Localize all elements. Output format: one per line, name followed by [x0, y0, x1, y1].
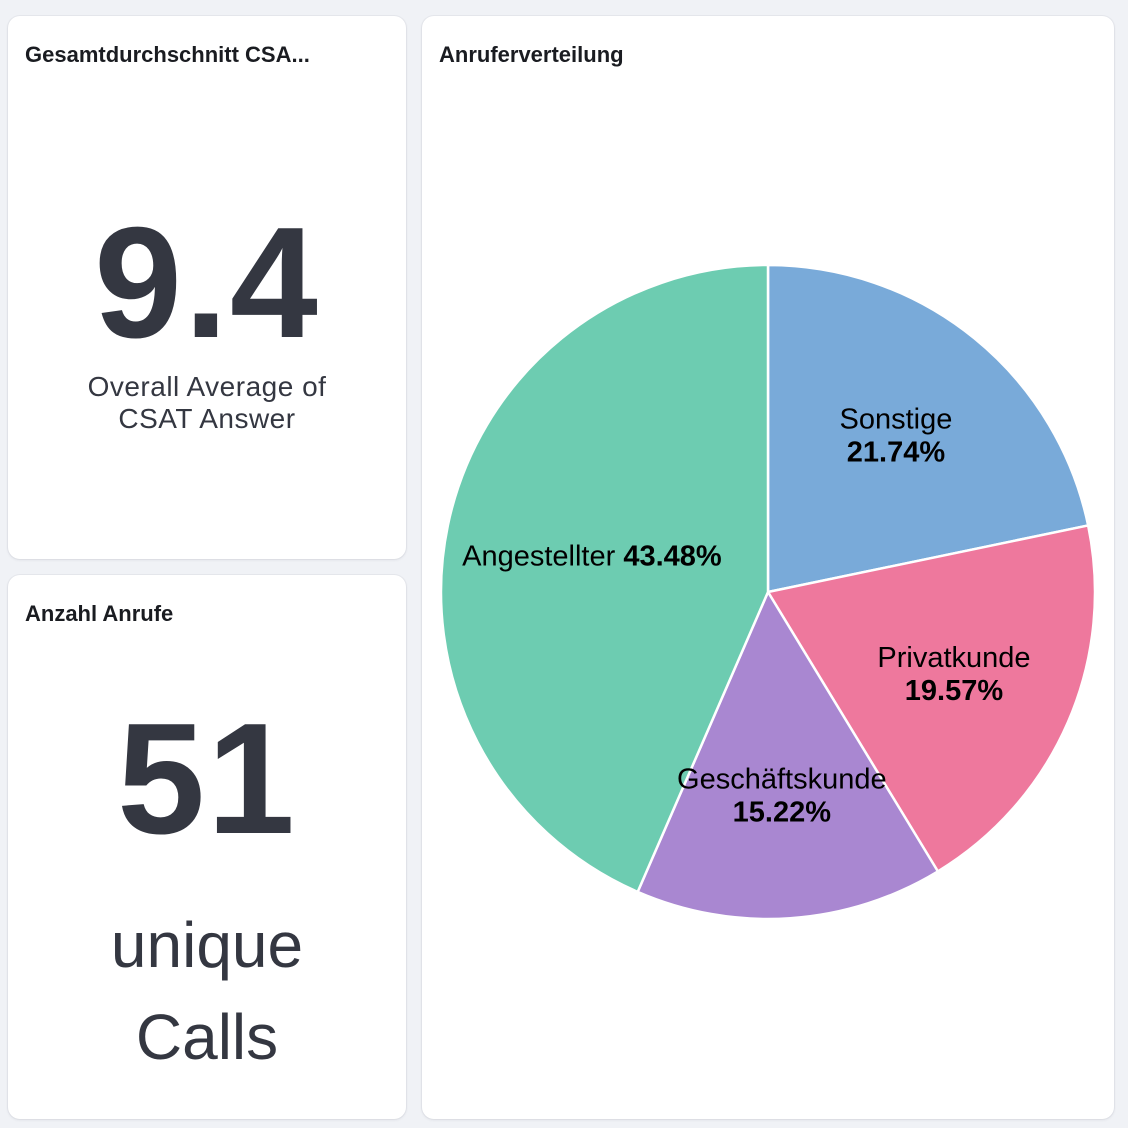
csat-caption-line1: Overall Average of [87, 371, 327, 402]
slice-label: Sonstige [840, 404, 953, 436]
panel-title[interactable]: Anruferverteilung [439, 42, 624, 67]
slice-percentage: 19.57% [905, 675, 1004, 707]
caller-distribution-panel: Sonstige 21.74% Privatkunde 19.57% Geschäfts… [422, 16, 1114, 1119]
pie-slice-sonstige[interactable] [766, 263, 1090, 594]
csat-metric-panel: Gesamtdurchschnitt CSA... 9.4 Overall Av… [8, 16, 406, 559]
slice-percentage: 15.22% [733, 796, 832, 828]
pie-slice-angestellter[interactable] [439, 263, 770, 894]
pie-slice-privatkunde[interactable] [766, 523, 1097, 874]
csat-caption-line2: CSAT Answer [118, 403, 296, 434]
panel-title[interactable]: Gesamtdurchschnitt CSA... [25, 42, 310, 67]
calls-count-value: 51 [117, 691, 297, 867]
slice-label: Privatkunde [877, 642, 1030, 674]
slice-percentage: 43.48% [623, 540, 722, 572]
panel-title[interactable]: Anzahl Anrufe [25, 601, 174, 626]
csat-caption: Overall Average of CSAT Answer [8, 371, 406, 435]
slice-label: Geschäftskunde [677, 763, 887, 795]
slice-label: Angestellter 43.48% [462, 540, 722, 572]
pie-slice-geschäftskunde[interactable] [636, 589, 940, 921]
slice-percentage: 21.74% [847, 437, 946, 469]
csat-average-value: 9.4 [94, 195, 320, 371]
calls-caption-line1: unique [110, 909, 304, 981]
calls-caption-line2: Calls [135, 1001, 279, 1073]
calls-metric-panel: Anzahl Anrufe 51 unique Calls [8, 575, 406, 1119]
